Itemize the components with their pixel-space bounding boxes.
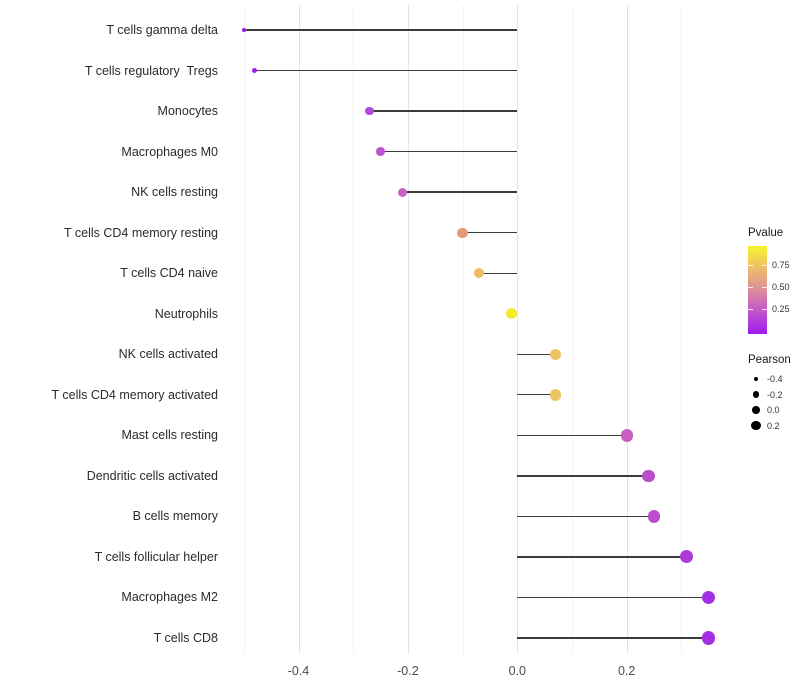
- stem-line: [479, 272, 518, 274]
- stem-line: [517, 596, 709, 599]
- data-point-dot: [549, 389, 562, 401]
- category-label: Neutrophils: [154, 306, 218, 321]
- category-label: Macrophages M2: [121, 590, 218, 605]
- stem-line: [380, 150, 518, 153]
- size-legend-label: 0.0: [767, 405, 780, 415]
- category-label: NK cells resting: [131, 185, 218, 200]
- data-point-dot: [702, 631, 716, 645]
- category-label: Dendritic cells activated: [86, 468, 218, 483]
- data-point-dot: [647, 510, 661, 523]
- pvalue-tick-mark: [748, 309, 753, 310]
- size-legend-dot: [752, 406, 760, 414]
- pvalue-tick-mark: [762, 265, 767, 266]
- data-point-dot: [242, 28, 246, 32]
- data-point-dot: [376, 147, 385, 156]
- stem-line: [517, 515, 655, 518]
- pvalue-tick-mark: [762, 287, 767, 288]
- gridline-major: [407, 5, 409, 654]
- stem-line: [462, 232, 518, 234]
- category-label: Mast cells resting: [121, 428, 218, 443]
- category-label: T cells CD4 memory resting: [64, 225, 218, 240]
- data-point-dot: [702, 590, 716, 605]
- plot-panel: [228, 5, 728, 654]
- stem-line: [243, 29, 518, 31]
- size-legend-label: -0.4: [767, 374, 783, 384]
- stem-line: [517, 353, 556, 355]
- data-point-dot: [252, 68, 258, 74]
- size-legend-label: -0.2: [767, 389, 783, 400]
- stem-line: [517, 637, 709, 639]
- category-label: T cells follicular helper: [94, 549, 218, 564]
- size-legend-dot: [752, 391, 760, 398]
- category-label: T cells CD4 naive: [120, 266, 218, 281]
- pvalue-tick-label: 0.50: [772, 282, 790, 292]
- stem-line: [254, 69, 518, 72]
- category-label: T cells gamma delta: [106, 23, 218, 37]
- stem-line: [517, 394, 556, 396]
- size-legend-label: 0.2: [767, 420, 780, 431]
- data-point-dot: [506, 308, 518, 320]
- category-label: NK cells activated: [118, 347, 218, 362]
- pvalue-tick-mark: [762, 309, 767, 310]
- data-point-dot: [680, 550, 694, 564]
- pvalue-tick-label: 0.75: [772, 260, 790, 270]
- category-label: T cells regulatory Tregs: [84, 63, 218, 78]
- category-label: Monocytes: [157, 104, 218, 119]
- pvalue-tick-mark: [748, 265, 753, 266]
- gridline-minor: [681, 5, 683, 654]
- category-label: B cells memory: [132, 509, 218, 524]
- stem-line: [517, 475, 649, 477]
- x-tick-label: -0.4: [287, 664, 310, 678]
- pearson-legend-title: Pearson: [748, 354, 791, 366]
- pvalue-tick-label: 0.25: [772, 304, 790, 314]
- gridline-minor: [462, 5, 464, 654]
- data-point-dot: [397, 187, 408, 197]
- size-legend-dot: [751, 420, 761, 431]
- category-label: Macrophages M0: [121, 144, 218, 159]
- x-tick-label: -0.2: [397, 664, 419, 678]
- data-point-dot: [642, 469, 655, 483]
- data-point-dot: [549, 348, 562, 361]
- gridline-minor: [243, 5, 245, 654]
- gridline-major: [517, 5, 519, 654]
- category-label: T cells CD8: [153, 631, 218, 645]
- gridline-major: [298, 5, 300, 654]
- stem-line: [369, 110, 518, 112]
- size-legend-dot: [753, 376, 759, 382]
- data-point-dot: [457, 227, 468, 238]
- pvalue-tick-mark: [748, 287, 753, 288]
- gridline-minor: [572, 5, 573, 654]
- stem-line: [517, 434, 627, 436]
- category-label: T cells CD4 memory activated: [51, 387, 219, 402]
- stem-line: [402, 191, 518, 193]
- pvalue-colorbar: [748, 246, 767, 334]
- data-point-dot: [620, 429, 633, 442]
- data-point-dot: [473, 267, 485, 279]
- data-point-dot: [365, 106, 374, 116]
- x-tick-label: 0.2: [617, 664, 636, 678]
- gridline-minor: [353, 5, 355, 654]
- stem-line: [517, 556, 687, 558]
- gridline-major: [626, 5, 628, 654]
- x-tick-label: 0.0: [508, 664, 526, 678]
- pvalue-legend-title: Pvalue: [748, 227, 784, 239]
